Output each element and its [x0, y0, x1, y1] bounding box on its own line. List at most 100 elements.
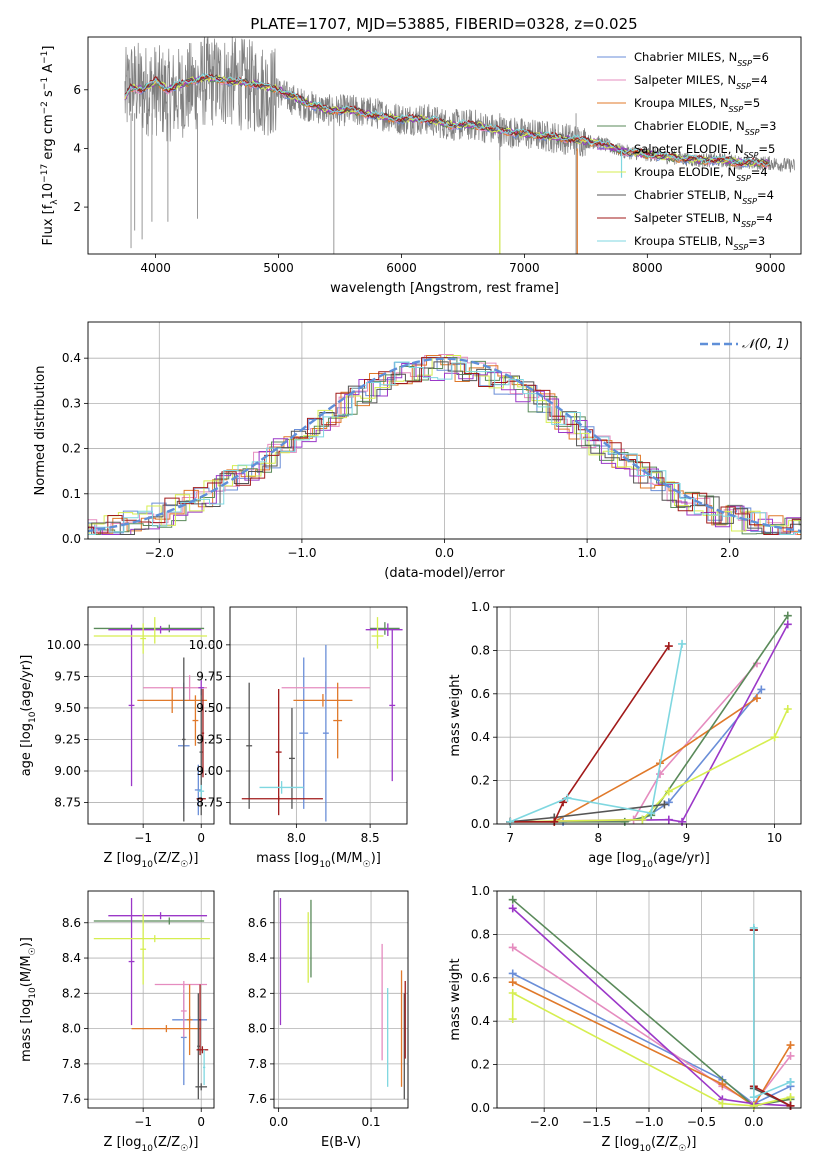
y-tick-label: 9.00: [196, 764, 223, 778]
x-tick-label: 0.0: [435, 546, 454, 560]
label-part: (M/M: [331, 851, 363, 866]
figure-title: PLATE=1707, MJD=53885, FIBERID=0328, z=0…: [250, 15, 637, 33]
residual-histogram-3: [88, 356, 801, 535]
series-marker-0: [508, 969, 517, 978]
label-part: erg cm: [41, 114, 56, 163]
x-axis-label: wavelength [Angstrom, rest frame]: [330, 281, 559, 296]
label-part: =4: [751, 73, 768, 87]
plot-area-mass_vs_ebv: [279, 898, 406, 1100]
legend-entry-7: Salpeter STELIB, NSSP=4: [634, 211, 773, 229]
y-tick-label: 9.25: [54, 732, 81, 746]
y-tick-label: 0.2: [471, 1058, 490, 1072]
x-tick-label: 8.0: [287, 831, 306, 845]
residual-histogram-4: [88, 363, 801, 535]
y-axis-label: age [log10(age/yr)]: [19, 655, 38, 777]
label-part: =4: [751, 165, 768, 179]
residual-histogram-6: [88, 361, 801, 535]
series-line-1: [512, 946, 792, 1105]
label-part: Salpeter STELIB, N: [634, 211, 741, 225]
y-tick-label: 0.8: [471, 927, 490, 941]
label-part: SSP: [741, 220, 756, 229]
y-tick-label: 0.4: [471, 730, 490, 744]
model-line-5: [124, 74, 770, 168]
y-tick-label: 0.0: [471, 1101, 490, 1115]
label-part: Chabrier MILES, N: [634, 50, 737, 64]
y-tick-label: 0.8: [471, 643, 490, 657]
residual-histogram-0: [88, 356, 801, 535]
y-tick-label: 8.4: [248, 951, 267, 965]
label-part: =3: [760, 119, 777, 133]
label-part: 10: [641, 860, 653, 870]
label-part: Salpeter ELODIE, N: [634, 142, 744, 156]
y-axis-label: Flux [fλ10−17 erg cm−2 s−1 A−1]: [40, 46, 60, 246]
legend-entry-5: Kroupa ELODIE, NSSP=4: [634, 165, 768, 183]
axes-mass_vs_ebv: 0.0 0.1 7.6 7.8 8.0 8.2 8.4 8.6: [248, 891, 408, 1129]
label-part: )]: [188, 851, 198, 866]
series-marker-8: [786, 1077, 795, 1086]
x-tick-label: −1.0: [287, 546, 316, 560]
model-line-8: [124, 72, 770, 166]
y-tick-label: 4: [73, 141, 81, 155]
x-tick-label: 4000: [140, 261, 171, 275]
y-tick-label: 0.1: [62, 487, 81, 501]
plot-area-mass_vs_Z: [93, 898, 210, 1100]
series-marker-0: [757, 685, 766, 694]
series-marker-5: [664, 787, 673, 796]
series-marker-1: [508, 943, 517, 952]
label-part: ☉: [180, 1144, 188, 1154]
y-tick-label: 0.6: [471, 687, 490, 701]
label-part: )]: [371, 851, 381, 866]
residual-histogram-5: [88, 355, 801, 535]
frame-age_vs_Z: [87, 606, 215, 825]
x-axis-label: Z [log10(Z/Z☉)]: [602, 1135, 697, 1154]
series-line-8: [509, 643, 683, 823]
label-part: Flux [f: [41, 204, 56, 245]
plot-area-age_vs_mass: [241, 617, 403, 822]
x-tick-label: 7: [506, 831, 514, 845]
label-part: 10: [28, 987, 38, 999]
label-part: SSP: [737, 59, 752, 68]
x-axis-label: age [log10(age/yr)]: [588, 851, 710, 870]
y-axis-label: mass [log10(M/M☉)]: [19, 937, 38, 1062]
x-tick-label: 1.0: [578, 546, 597, 560]
x-tick-label: −1: [134, 1115, 152, 1129]
x-tick-label: 8.5: [361, 831, 380, 845]
label-part: 10: [639, 1144, 651, 1154]
x-tick-label: −0.5: [687, 1115, 716, 1129]
series-line-7: [510, 645, 670, 823]
label-part: ☉: [678, 1144, 686, 1154]
x-tick-label: 8: [595, 831, 603, 845]
x-tick-label: −2.0: [530, 1115, 559, 1129]
series-marker-4: [664, 815, 673, 824]
spectrum-frame: [87, 36, 802, 255]
series-marker-2: [752, 694, 761, 703]
label-part: SSP: [729, 105, 744, 114]
label-part: SSP: [734, 243, 749, 252]
y-tick-label: 8.0: [248, 1022, 267, 1036]
legend-entry-8: Kroupa STELIB, NSSP=3: [634, 234, 765, 252]
y-tick-label: 8.75: [54, 796, 81, 810]
legend-entry-1: Salpeter MILES, NSSP=4: [634, 73, 768, 91]
series-marker-2: [786, 1041, 795, 1050]
series-line-3: [510, 615, 789, 823]
y-tick-label: 2: [73, 200, 81, 214]
x-tick-label: 7000: [509, 261, 540, 275]
series-marker-1: [656, 770, 665, 779]
frame-age_vs_mass: [229, 606, 408, 825]
label-part: mass [log: [256, 851, 319, 866]
y-tick-label: 8.2: [62, 986, 81, 1000]
plot-area-weight_vs_Z: [508, 895, 795, 1110]
legend-entry-2: Kroupa MILES, NSSP=5: [634, 96, 760, 114]
legend-entry-normal: 𝒩(0, 1): [742, 337, 789, 352]
series-line-8: [752, 927, 791, 1099]
residuals-frame: [87, 321, 802, 540]
y-tick-label: 0.2: [471, 774, 490, 788]
residual-histogram-1: [88, 354, 801, 535]
x-tick-label: 0.1: [361, 1115, 380, 1129]
series-marker-3: [508, 895, 517, 904]
y-axis-label: mass weight: [448, 674, 463, 756]
x-tick-label: −1: [134, 831, 152, 845]
label-part: (age/yr)]: [653, 851, 710, 866]
y-tick-label: 6: [73, 83, 81, 97]
y-tick-label: 9.75: [54, 669, 81, 683]
